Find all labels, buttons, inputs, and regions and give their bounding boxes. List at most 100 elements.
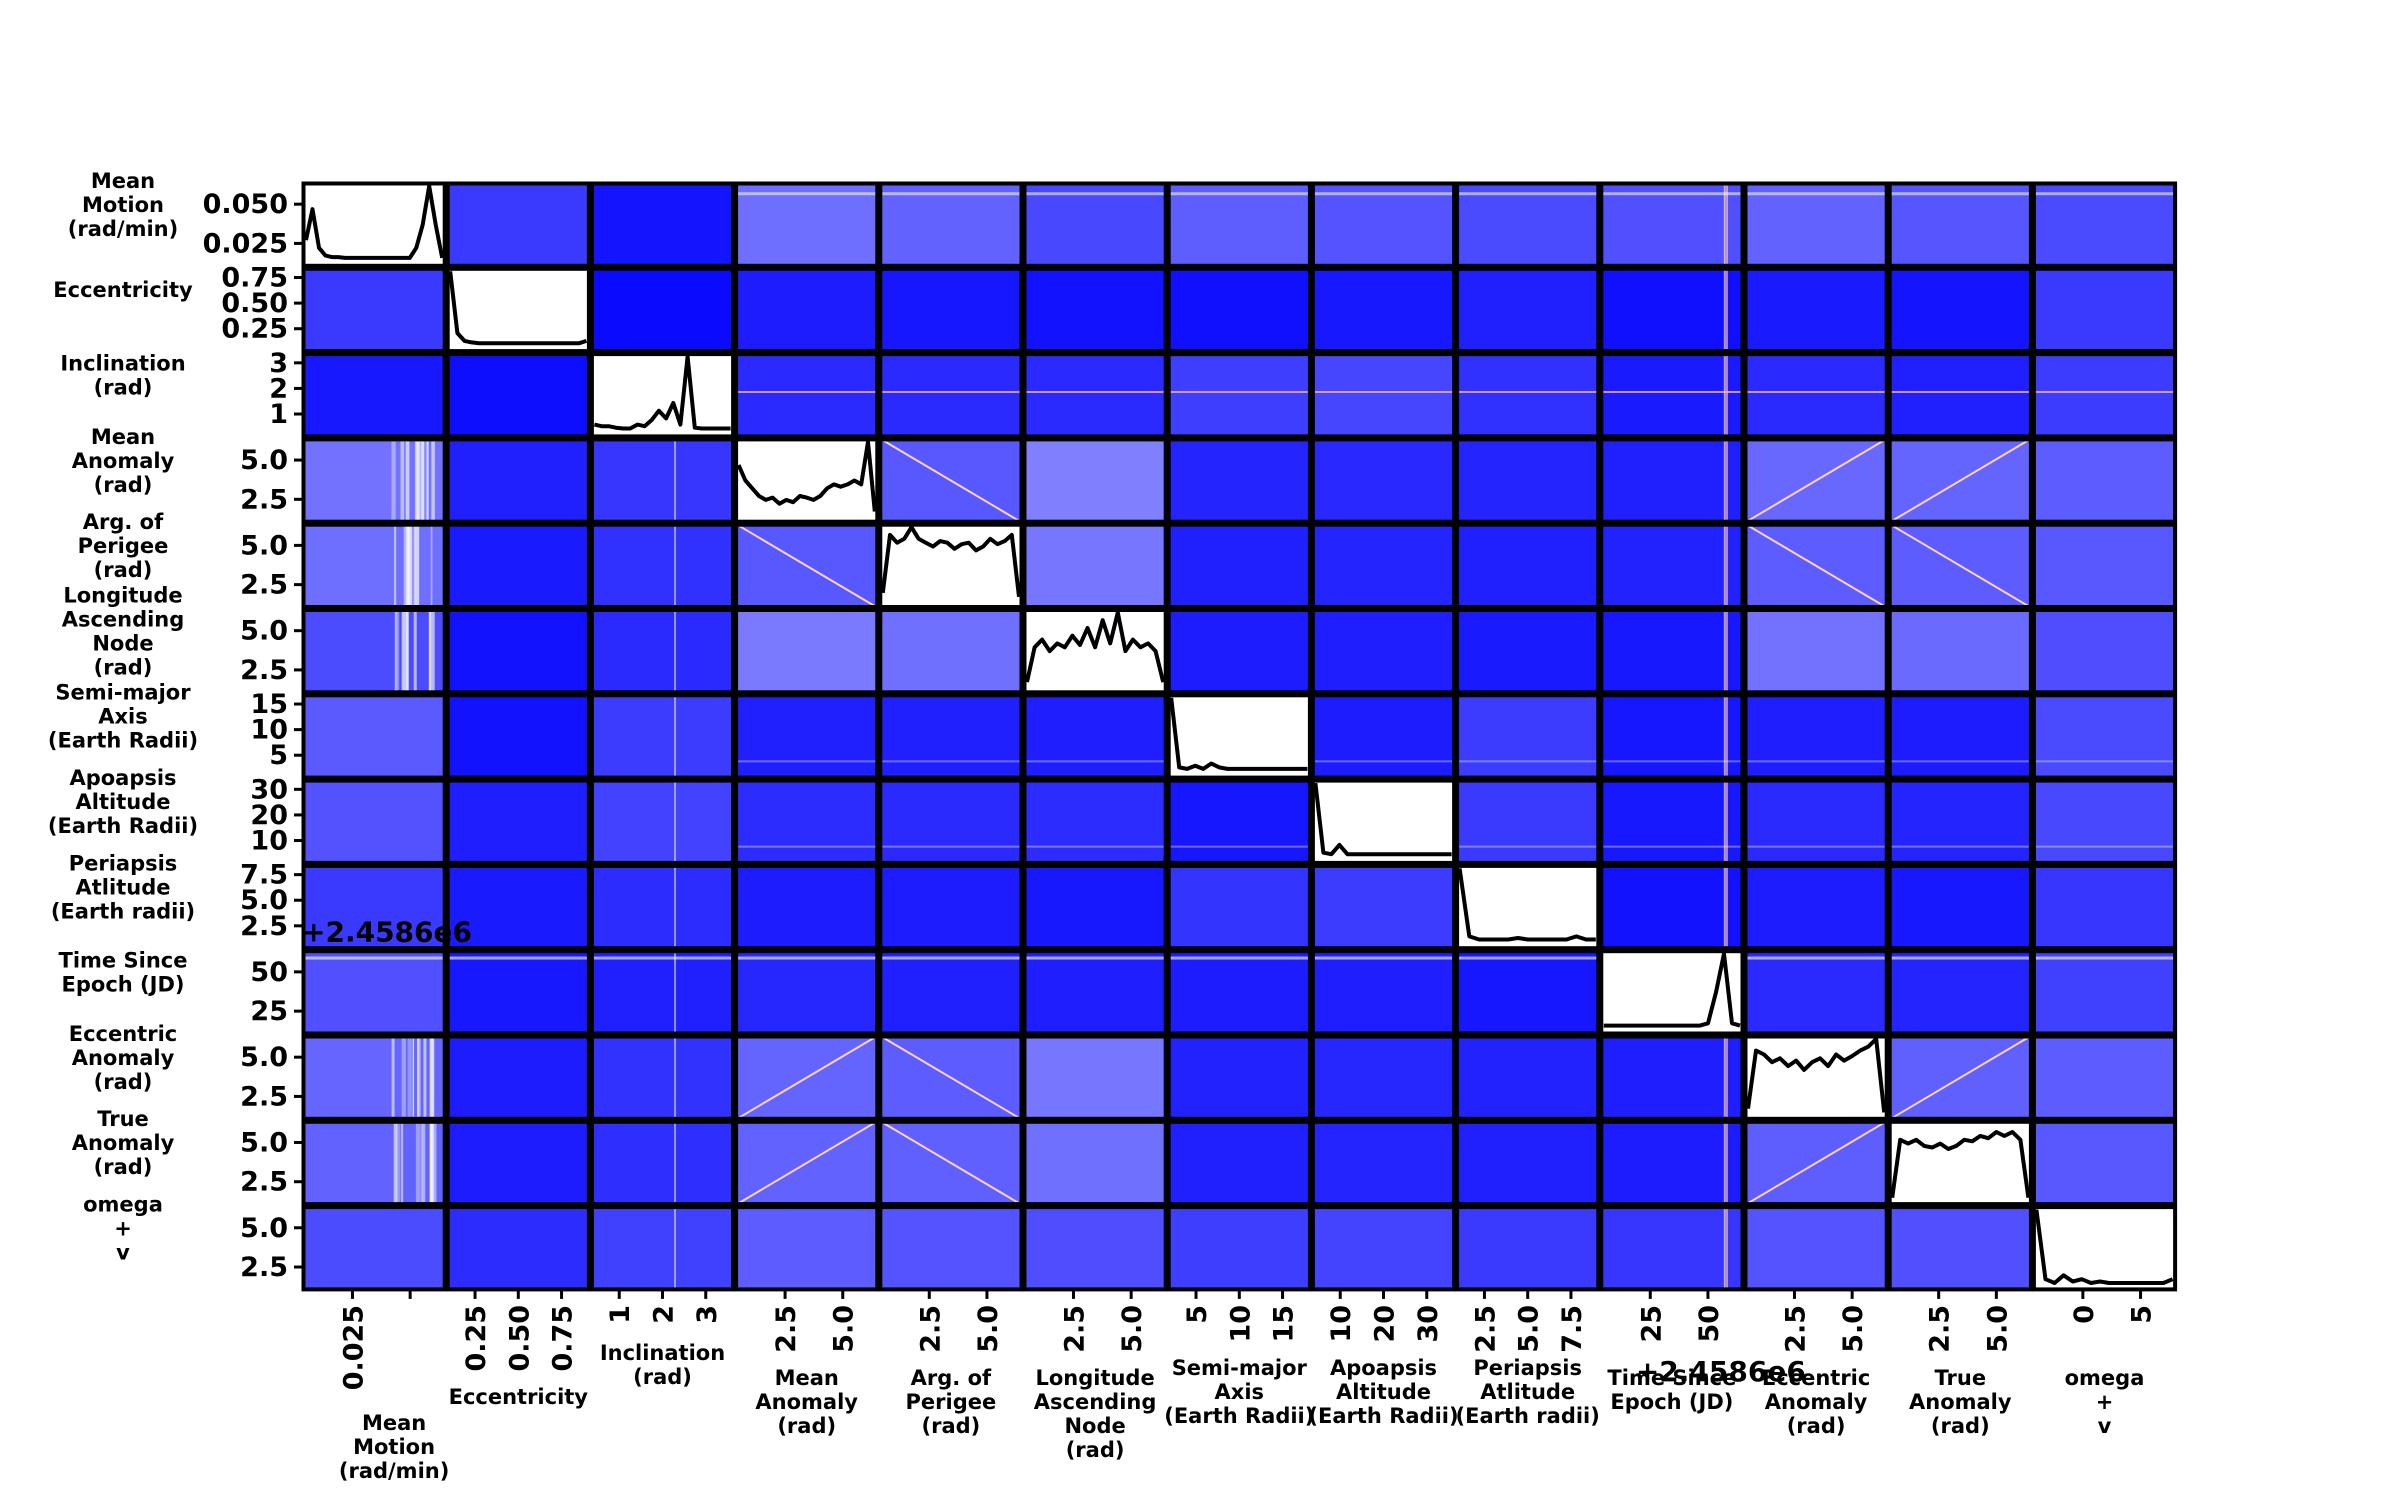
cell-frame (589, 266, 736, 354)
band (302, 956, 447, 960)
cell-frame (1743, 437, 1889, 524)
cell-frame (589, 1205, 736, 1292)
cell-frame (1022, 1119, 1168, 1207)
cell-eccentric_anomaly-vs-mean_motion (302, 1035, 447, 1121)
cell-arg_perigee-vs-periapsis_altitude (1455, 523, 1600, 609)
streak (420, 437, 424, 524)
cell-semi_major_axis-vs-semi_major_axis (1167, 693, 1312, 780)
streak (393, 523, 397, 609)
cell-frame (1599, 266, 1745, 354)
cell-frame (2031, 1119, 2178, 1207)
row-label-apoapsis_altitude: Apoapsis (69, 766, 176, 790)
cell-frame (1166, 1119, 1312, 1207)
streak (391, 1035, 395, 1121)
cell-mean_motion-vs-apoapsis_altitude (1311, 182, 1456, 268)
kde-curve-arg_perigee (880, 525, 1021, 598)
cell-frame (1887, 1034, 2033, 1121)
kde-curve-apoapsis_altitude (1313, 782, 1452, 857)
y-tick-label: 5.0 (240, 1213, 288, 1244)
streak (421, 1120, 426, 1206)
cell-frame (301, 1119, 447, 1207)
streak (394, 608, 400, 694)
cell-longitude_ascending_node-vs-eccentric_anomaly (1744, 608, 1889, 694)
x-tick-label: 0.025 (338, 1305, 369, 1390)
x-tick-label: 50 (1694, 1305, 1725, 1343)
cell-inclination-vs-longitude_ascending_node (1023, 352, 1168, 438)
col-label-arg_perigee: (rad) (922, 1414, 981, 1438)
col-label-periapsis_altitude: Atlitude (1480, 1380, 1575, 1404)
band (1744, 390, 1889, 393)
band (734, 956, 879, 960)
cell-periapsis_altitude-vs-mean_motion (302, 864, 447, 950)
cell-semi_major_axis-vs-arg_perigee (878, 693, 1023, 780)
cell-frame (1743, 1205, 1889, 1292)
cell-frame (1022, 181, 1168, 268)
cell-frame (301, 778, 447, 865)
streak (1725, 182, 1727, 268)
band (2032, 390, 2177, 393)
cell-frame (589, 181, 736, 268)
band (1599, 390, 1744, 393)
band (1744, 192, 1889, 196)
kde-curve-omega_plus_v (2034, 1209, 2174, 1285)
row-label-time_since_epoch: Time Since (59, 949, 188, 973)
cell-time_since_epoch-vs-periapsis_altitude (1455, 949, 1600, 1035)
streak (391, 1035, 395, 1121)
cell-apoapsis_altitude-vs-longitude_ascending_node (1023, 779, 1168, 865)
y-tick-label: 2.5 (240, 911, 288, 942)
col-label-apoapsis_altitude: (Earth Radii) (1308, 1404, 1458, 1428)
band (1599, 760, 1744, 763)
cell-frame (734, 437, 880, 524)
band (1167, 390, 1312, 393)
cell-time_since_epoch-vs-eccentric_anomaly (1744, 949, 1889, 1035)
col-label-mean_motion: Mean (362, 1411, 426, 1435)
cell-frame (1166, 1205, 1312, 1292)
band (878, 956, 1023, 960)
streak (1725, 864, 1727, 950)
cell-eccentric_anomaly-vs-semi_major_axis (1167, 1035, 1312, 1121)
band (1023, 192, 1168, 196)
x-tick-label: 2.5 (1470, 1305, 1501, 1353)
cell-frame (1887, 266, 2033, 354)
streak (1725, 267, 1727, 353)
cell-frame (1166, 863, 1312, 951)
cell-true_anomaly-vs-periapsis_altitude (1455, 1120, 1600, 1206)
cell-frame (1599, 778, 1745, 865)
cell-longitude_ascending_node-vs-time_since_epoch (1599, 608, 1744, 694)
cell-inclination-vs-eccentric_anomaly (1744, 352, 1889, 438)
band (1023, 956, 1168, 960)
cell-apoapsis_altitude-vs-mean_motion (302, 779, 447, 865)
x-tick-label: 5.0 (1514, 1305, 1545, 1353)
cell-omega_plus_v-vs-mean_anomaly (734, 1205, 879, 1291)
cell-semi_major_axis-vs-eccentric_anomaly (1744, 693, 1889, 780)
x-tick-label: 5.0 (1982, 1305, 2013, 1353)
cell-frame (1022, 863, 1168, 951)
cell-omega_plus_v-vs-true_anomaly (1888, 1205, 2033, 1291)
row-label-mean_anomaly: Anomaly (72, 449, 175, 473)
streak (417, 1035, 419, 1121)
cell-frame (1022, 522, 1168, 610)
cell-longitude_ascending_node-vs-omega_plus_v (2032, 608, 2177, 694)
diagonal-line (878, 437, 1024, 525)
cell-eccentricity-vs-true_anomaly (1888, 267, 2033, 353)
cell-eccentric_anomaly-vs-longitude_ascending_node (1023, 1035, 1168, 1121)
cell-time_since_epoch-vs-longitude_ascending_node (1023, 949, 1168, 1035)
col-label-semi_major_axis: (Earth Radii) (1164, 1404, 1314, 1428)
y-tick-label: 10 (250, 715, 288, 746)
col-label-mean_motion: (rad/min) (339, 1459, 449, 1483)
col-label-inclination: Inclination (600, 1341, 725, 1365)
cell-mean_anomaly-vs-apoapsis_altitude (1311, 437, 1456, 524)
cell-frame (1455, 1119, 1601, 1207)
cell-frame (734, 1205, 880, 1292)
cell-apoapsis_altitude-vs-arg_perigee (878, 779, 1023, 865)
cell-longitude_ascending_node-vs-eccentricity (446, 608, 591, 694)
cell-apoapsis_altitude-vs-mean_anomaly (734, 779, 879, 865)
streak (412, 1035, 415, 1121)
col-label-longitude_ascending_node: Longitude (1035, 1366, 1154, 1390)
streak (674, 608, 677, 694)
cell-frame (301, 693, 447, 780)
cell-true_anomaly-vs-mean_motion (302, 1120, 447, 1206)
streak (400, 437, 405, 524)
cell-mean_anomaly-vs-omega_plus_v (2032, 437, 2177, 524)
cell-apoapsis_altitude-vs-semi_major_axis (1167, 779, 1312, 865)
